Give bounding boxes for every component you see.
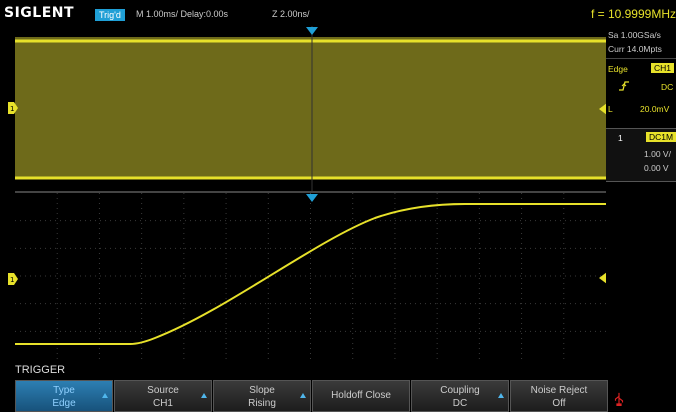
panel-divider [606, 58, 676, 59]
type-softkey[interactable]: Type Edge [15, 380, 113, 412]
source-softkey-title: Source [147, 385, 179, 396]
svg-text:1: 1 [10, 105, 14, 113]
noise-reject-softkey-title: Noise Reject [530, 385, 588, 396]
source-softkey-value: CH1 [152, 398, 173, 409]
trigger-coupling: DC [661, 82, 674, 92]
arrow-up-icon [201, 393, 207, 398]
waveform-display[interactable] [15, 26, 606, 360]
source-softkey[interactable]: Source CH1 [114, 380, 212, 412]
coupling-softkey[interactable]: Coupling DC [411, 380, 509, 412]
channel-1-info[interactable]: 1 DC1M 1.00 V/ 0.00 V [606, 128, 676, 182]
channel-offset: 0.00 V [644, 163, 669, 173]
holdoff-softkey-title: Holdoff Close [331, 390, 391, 401]
coupling-softkey-value: DC [452, 398, 468, 409]
softkey-menu: Type Edge Source CH1 Slope Rising Holdof… [0, 378, 676, 412]
trigger-level-value: 20.0mV [640, 104, 670, 114]
trigger-source-badge: CH1 [651, 63, 675, 73]
main-window-waveform [15, 37, 606, 179]
trigger-type: Edge [608, 64, 628, 74]
zoom-grid [15, 193, 606, 359]
channel-scale: 1.00 V/ [644, 149, 671, 159]
menu-title: TRIGGER [15, 364, 66, 376]
slope-softkey-value: Rising [248, 398, 276, 409]
type-softkey-title: Type [53, 385, 75, 396]
noise-reject-softkey[interactable]: Noise Reject Off [510, 380, 608, 412]
arrow-up-icon [102, 393, 108, 398]
info-panel: Sa 1.00GSa/s Curr 14.0Mpts Edge CH1 DC L… [606, 26, 676, 360]
channel-number: 1 [618, 133, 623, 143]
status-bar: SIGLENT Trig'd M 1.00ms/ Delay:0.00s Z 2… [0, 0, 676, 26]
zoom-channel-1-level-icon[interactable]: 1 [8, 273, 18, 285]
waveform-canvas [15, 26, 606, 359]
arrow-up-icon [300, 393, 306, 398]
trigger-level-icon[interactable] [599, 103, 607, 115]
arrow-up-icon [498, 393, 504, 398]
trigger-status-badge: Trig'd [95, 9, 125, 21]
slope-softkey-title: Slope [249, 385, 275, 396]
sample-rate: Sa 1.00GSa/s [608, 30, 661, 40]
svg-text:1: 1 [10, 276, 14, 284]
zoom-timebase-readout: Z 2.00ns/ [272, 9, 310, 19]
zoom-trigger-position-icon[interactable] [306, 194, 318, 202]
type-softkey-value: Edge [52, 398, 76, 409]
trigger-level-label: L [608, 104, 613, 114]
usb-icon [614, 392, 624, 406]
trigger-position-icon[interactable] [306, 27, 318, 35]
rising-edge-icon [619, 81, 629, 91]
zoom-window-waveform [15, 203, 606, 345]
holdoff-softkey[interactable]: Holdoff Close [312, 380, 410, 412]
noise-reject-softkey-value: Off [552, 398, 566, 409]
slope-softkey[interactable]: Slope Rising [213, 380, 311, 412]
coupling-softkey-title: Coupling [440, 385, 480, 396]
siglent-logo: SIGLENT [4, 5, 75, 21]
timebase-readout: M 1.00ms/ Delay:0.00s [136, 9, 229, 19]
frequency-counter: f = 10.9999MHz [590, 7, 676, 21]
zoom-trigger-level-icon[interactable] [599, 272, 607, 284]
memory-depth: Curr 14.0Mpts [608, 44, 662, 54]
channel-1-level-icon[interactable]: 1 [8, 102, 18, 114]
channel-coupling-badge: DC1M [646, 132, 676, 142]
